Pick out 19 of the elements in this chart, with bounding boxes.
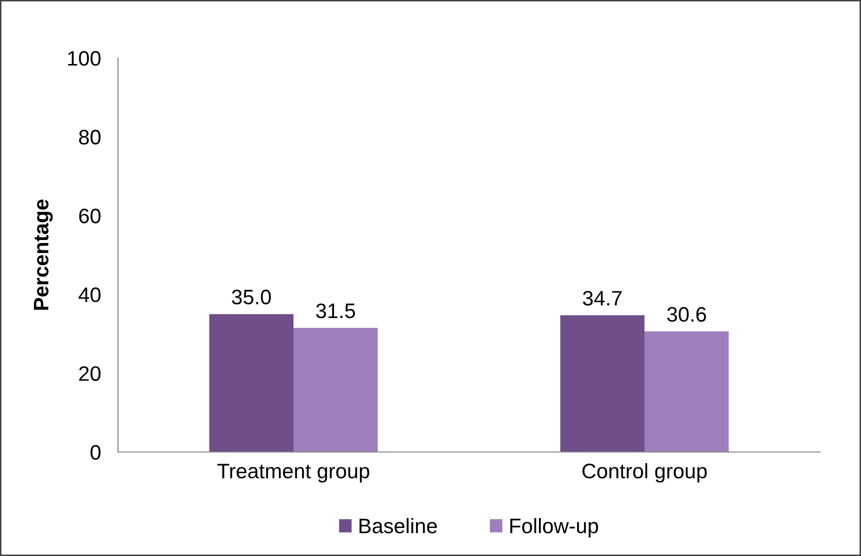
x-tick-label: Control group [582, 463, 707, 483]
y-tick-label: 100 [68, 51, 101, 66]
legend-label: Baseline [360, 518, 437, 534]
y-tick-label: 20 [79, 366, 101, 381]
y-tick-label: 80 [79, 130, 101, 145]
bar [560, 315, 644, 452]
y-tick-label: 40 [78, 287, 101, 302]
data-label: 34.7 [582, 290, 622, 306]
legend-label: Follow-up [510, 518, 598, 538]
data-label: 31.5 [316, 303, 356, 318]
x-tick-label: Treatment group [217, 464, 370, 483]
y-tick-label: 60 [79, 208, 101, 224]
y-tick-label: 0 [90, 445, 101, 460]
data-label: 35.0 [232, 290, 271, 304]
data-label: 30.6 [667, 307, 706, 322]
bar [294, 328, 378, 452]
bar [644, 331, 729, 452]
bar [209, 314, 294, 452]
y-axis-title: Percentage [34, 200, 53, 310]
